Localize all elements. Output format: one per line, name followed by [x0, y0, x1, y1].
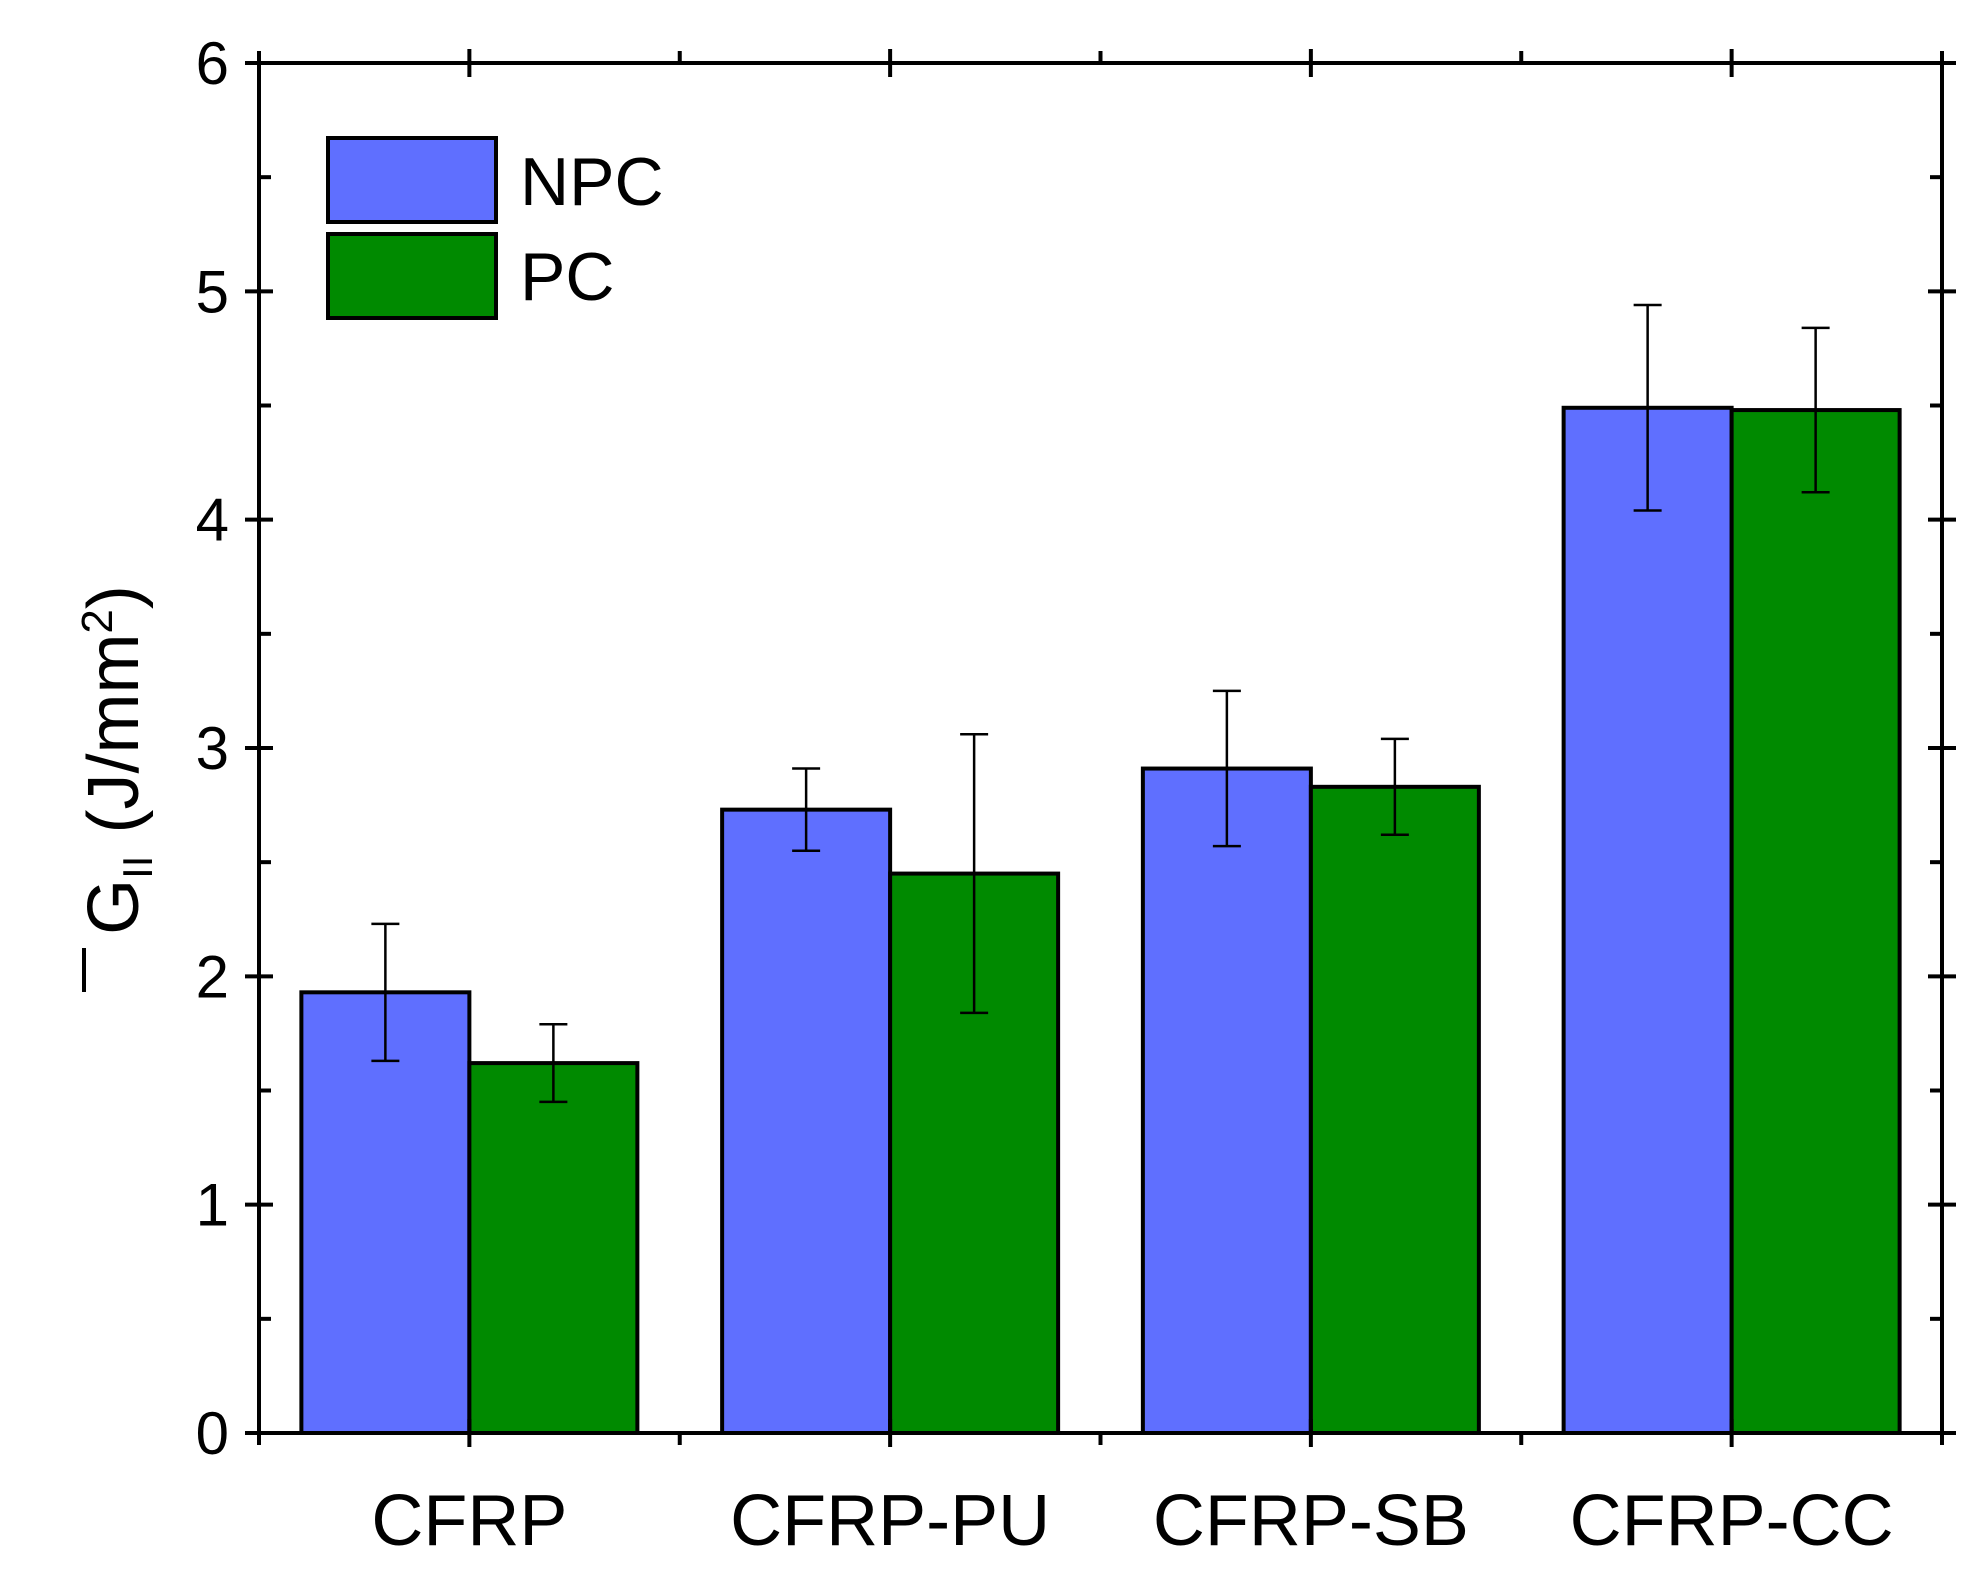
error-bars-group	[371, 303, 1830, 1104]
error-bar-pc-cfrp-sb	[1380, 737, 1409, 837]
error-bar-pc-cfrp	[539, 1023, 568, 1104]
bars-group	[299, 405, 1902, 1436]
y-tick-label: 2	[196, 943, 229, 1010]
bar-npc-cfrp	[299, 990, 472, 1435]
error-bar-pc-cfrp-cc	[1801, 326, 1830, 494]
error-bar-pc-cfrp-pu	[960, 733, 989, 1015]
y-tick-label: 0	[196, 1400, 229, 1467]
error-bar-npc-cfrp-pu	[792, 767, 821, 852]
category-label-cfrp-cc: CFRP-CC	[1570, 1481, 1894, 1561]
error-bar-npc-cfrp	[371, 922, 400, 1063]
bar-pc-cfrp	[467, 1061, 640, 1435]
y-tick-label: 3	[196, 715, 229, 782]
y-axis-symbol: G	[74, 879, 154, 935]
category-label-cfrp: CFRP	[371, 1481, 567, 1561]
y-tick-label: 4	[196, 487, 229, 554]
y-axis-subscript: II	[114, 856, 161, 879]
category-label-cfrp-pu: CFRP-PU	[730, 1481, 1050, 1561]
bar-pc-cfrp-cc	[1729, 408, 1902, 1436]
y-axis-unit: (J/mm	[74, 634, 154, 834]
y-axis-close: )	[74, 585, 154, 609]
legend-label-npc: NPC	[520, 144, 664, 220]
bar-pc-cfrp-sb	[1308, 784, 1481, 1435]
error-bar-npc-cfrp-sb	[1212, 689, 1241, 848]
y-axis-superscript: 2	[73, 609, 122, 633]
y-axis-label: GII (J/mm2)	[73, 585, 161, 992]
legend: NPC PC	[326, 136, 664, 320]
svg-text:GII(J/mm2): GII (J/mm2)	[73, 585, 161, 935]
y-tick-label: 6	[196, 30, 229, 97]
ticks-group: 0 1 2 3 4 5 6	[196, 30, 1956, 1467]
legend-swatch-pc	[326, 232, 498, 320]
bar-npc-cfrp-sb	[1140, 766, 1313, 1435]
legend-label-pc: PC	[520, 239, 614, 315]
bar-npc-cfrp-pu	[720, 807, 893, 1435]
category-label-cfrp-sb: CFRP-SB	[1153, 1481, 1469, 1561]
y-tick-label: 1	[196, 1172, 229, 1239]
bar-npc-cfrp-cc	[1561, 405, 1734, 1435]
y-tick-label: 5	[196, 258, 229, 325]
category-labels: CFRP CFRP-PU CFRP-SB CFRP-CC	[371, 1481, 1893, 1561]
error-bar-npc-cfrp-cc	[1633, 303, 1662, 512]
legend-swatch-npc	[326, 136, 498, 224]
